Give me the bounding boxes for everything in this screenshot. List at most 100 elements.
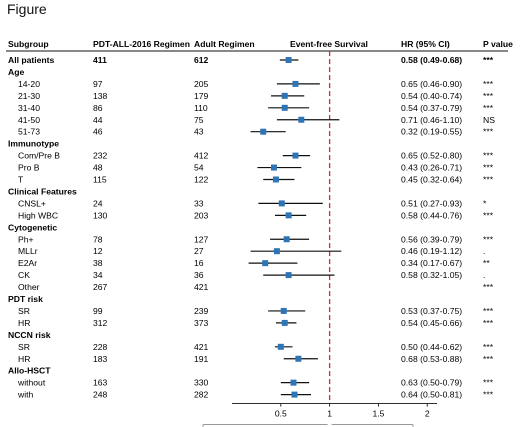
p-value: *** (483, 390, 494, 400)
hr-ci-text: 0.45 (0.32-0.64) (401, 175, 462, 185)
adult-count: 16 (194, 258, 204, 268)
adult-count: 282 (194, 390, 209, 400)
hr-ci-text: 0.32 (0.19-0.55) (401, 127, 462, 137)
p-value: *** (483, 354, 494, 364)
hr-ci-text: 0.54 (0.40-0.74) (401, 91, 462, 101)
hr-point (295, 355, 302, 362)
pdt-count: 248 (93, 390, 108, 400)
hr-ci-text: 0.71 (0.46-1.10) (401, 115, 462, 125)
adult-count: 205 (194, 79, 209, 89)
subgroup-label: Ph+ (18, 234, 34, 244)
hr-ci-text: 0.58 (0.44-0.76) (401, 210, 462, 220)
subgroup-label: SR (18, 306, 30, 316)
subgroup-label: Other (18, 282, 40, 292)
adult-count: 110 (194, 103, 208, 113)
x-tick-label: 2 (425, 409, 430, 419)
hr-point (285, 212, 292, 219)
pdt-count: 115 (93, 175, 107, 185)
column-header-subgroup: Subgroup (8, 39, 49, 49)
hr-ci-text: 0.56 (0.39-0.79) (401, 234, 462, 244)
pdt-count: 312 (93, 318, 108, 328)
hr-ci-text: 0.64 (0.50-0.81) (401, 390, 462, 400)
pdt-count: 46 (93, 127, 103, 137)
p-value: *** (483, 210, 494, 220)
p-value: *** (483, 91, 494, 101)
adult-count: 179 (194, 91, 209, 101)
hr-ci-text: 0.54 (0.45-0.66) (401, 318, 462, 328)
hr-point (285, 272, 292, 279)
subgroup-header: Allo-HSCT (8, 366, 51, 376)
adult-count: 191 (194, 354, 209, 364)
hr-point (281, 319, 288, 326)
pdt-count: 44 (93, 115, 103, 125)
p-value: *** (483, 318, 494, 328)
hr-point (260, 128, 267, 135)
adult-count: 127 (194, 234, 209, 244)
p-value: * (483, 198, 487, 208)
adult-count: 421 (194, 342, 209, 352)
hr-point (285, 57, 292, 63)
column-header-efs: Event-free Survival (290, 39, 368, 49)
pdt-count: 163 (93, 378, 108, 388)
hr-point (273, 248, 280, 255)
adult-count: 239 (194, 306, 209, 316)
hr-point (291, 391, 298, 398)
adult-count: 330 (194, 378, 209, 388)
hr-ci-text: 0.54 (0.37-0.79) (401, 103, 462, 113)
subgroup-label: 21-30 (18, 91, 40, 101)
p-value: *** (483, 282, 494, 292)
pdt-count: 78 (93, 234, 103, 244)
adult-count: 36 (194, 270, 204, 280)
hr-point (270, 164, 277, 171)
adult-count: 54 (194, 163, 204, 173)
figure-label: Figure (7, 1, 47, 17)
p-value: . (483, 246, 485, 256)
adult-count: 203 (194, 210, 209, 220)
adult-count: 75 (194, 115, 204, 125)
hr-ci-text: 0.46 (0.19-1.12) (401, 246, 462, 256)
pdt-count: 228 (93, 342, 108, 352)
hr-ci-text: 0.34 (0.17-0.67) (401, 258, 462, 268)
hr-ci-text: 0.65 (0.46-0.90) (401, 79, 462, 89)
subgroup-label: 14-20 (18, 79, 40, 89)
adult-count: 122 (194, 175, 209, 185)
pdt-count: 267 (93, 282, 108, 292)
column-header-hr: HR (95% CI) (401, 39, 450, 49)
p-value: *** (483, 342, 494, 352)
p-value: *** (483, 127, 494, 137)
pdt-count: 34 (93, 270, 103, 280)
hr-point (298, 116, 305, 123)
hr-point (292, 152, 299, 159)
subgroup-label: HR (18, 318, 30, 328)
hr-point (278, 200, 285, 207)
x-tick-label: 1 (327, 409, 332, 419)
hr-point (283, 236, 290, 243)
subgroup-label: High WBC (18, 210, 58, 220)
subgroup-label: 41-50 (18, 115, 40, 125)
p-value: *** (483, 103, 494, 113)
hr-ci-text: 0.63 (0.50-0.79) (401, 378, 462, 388)
subgroup-label: HR (18, 354, 30, 364)
subgroup-label: Com/Pre B (18, 151, 60, 161)
subgroup-header: Age (8, 67, 24, 77)
hr-point (292, 80, 299, 87)
pdt-count: 232 (93, 151, 108, 161)
column-header-pdt: PDT-ALL-2016 Regimen (93, 39, 190, 49)
subgroup-header: Cytogenetic (8, 222, 57, 232)
hr-ci-text: 0.68 (0.53-0.88) (401, 354, 462, 364)
hr-ci-text: 0.43 (0.26-0.71) (401, 163, 462, 173)
p-value: *** (483, 234, 494, 244)
subgroup-header: NCCN risk (8, 330, 51, 340)
subgroup-header: PDT risk (8, 294, 43, 304)
hr-ci-text: 0.58 (0.49-0.68) (401, 55, 462, 65)
hr-point (281, 104, 288, 111)
subgroup-label: 51-73 (18, 127, 40, 137)
column-header-adult: Adult Regimen (194, 39, 255, 49)
adult-count: 373 (194, 318, 209, 328)
subgroup-label: E2Ar (18, 258, 37, 268)
subgroup-label: T (18, 175, 24, 185)
pdt-count: 38 (93, 258, 103, 268)
hr-point (290, 379, 297, 386)
adult-count: 33 (194, 198, 204, 208)
subgroup-label: SR (18, 342, 30, 352)
